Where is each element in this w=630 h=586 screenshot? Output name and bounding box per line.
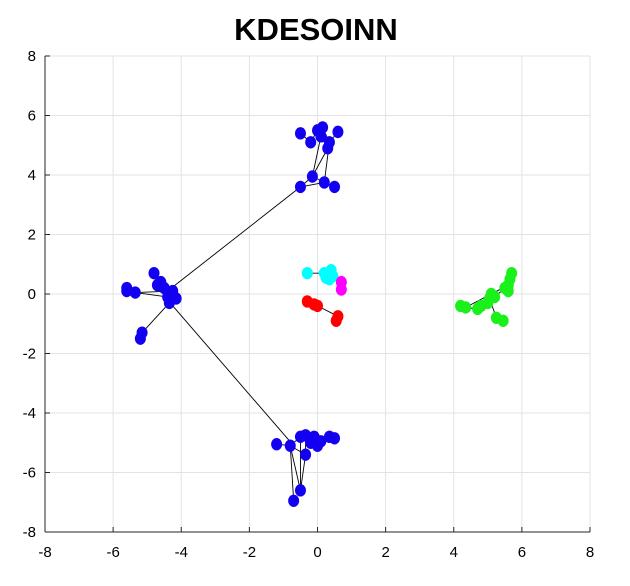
y-tick-label: -2 <box>23 346 36 363</box>
data-point-green <box>489 290 501 304</box>
data-point-blue <box>315 435 327 448</box>
data-point-blue <box>306 170 318 183</box>
x-tick-label: 8 <box>586 544 594 561</box>
data-point-blue <box>329 432 341 445</box>
data-point-blue <box>332 125 344 139</box>
y-tick-label: 2 <box>28 227 36 244</box>
cluster-edge-blue <box>289 445 295 501</box>
cluster-edge-blue <box>311 136 322 177</box>
data-point-green <box>502 284 514 298</box>
y-tick-label: 8 <box>28 48 36 65</box>
data-point-blue <box>284 439 296 452</box>
x-tick-label: 0 <box>313 544 321 561</box>
data-point-red <box>330 314 342 327</box>
cluster-edge-blue <box>141 302 170 333</box>
data-point-blue <box>121 284 133 298</box>
inter-cluster-edge <box>167 186 301 292</box>
data-point-red <box>312 299 323 313</box>
data-points <box>121 121 518 507</box>
chart-title: KDESOINN <box>234 12 398 47</box>
data-point-blue <box>329 180 341 194</box>
inter-cluster-edge <box>167 299 294 447</box>
y-tick-label: -8 <box>23 524 36 541</box>
data-point-blue <box>294 484 306 497</box>
y-tick-label: 6 <box>28 108 36 125</box>
data-point-blue <box>305 136 317 149</box>
data-point-cyan <box>301 266 313 280</box>
y-tick-label: 4 <box>28 167 36 184</box>
x-tick-label: 6 <box>518 544 526 561</box>
data-point-magenta <box>335 283 347 296</box>
data-point-blue <box>300 448 312 461</box>
data-point-blue <box>134 332 146 345</box>
x-tick-label: 4 <box>450 544 458 561</box>
data-point-cyan <box>327 269 339 283</box>
data-point-blue <box>294 180 306 194</box>
tick-labels: -8 -6 -4 -2 0 2 4 6 8 -8 -6 -4 -2 0 2 4 6 8 <box>23 48 595 561</box>
axes <box>44 55 591 533</box>
x-tick-label: -4 <box>175 544 188 561</box>
data-point-blue <box>318 176 330 189</box>
data-point-green <box>460 301 472 314</box>
cluster-edge-blue <box>289 445 301 491</box>
data-point-green <box>497 314 509 327</box>
data-point-blue <box>170 292 182 305</box>
data-point-blue <box>317 121 329 134</box>
data-point-blue <box>323 136 335 149</box>
data-point-blue <box>288 494 300 507</box>
data-point-blue <box>294 127 306 140</box>
x-tick-label: -2 <box>243 544 256 561</box>
data-point-blue <box>129 286 141 299</box>
data-point-green <box>506 266 518 280</box>
y-tick-label: -4 <box>23 405 36 422</box>
y-tick-label: 0 <box>28 286 36 303</box>
data-point-blue <box>148 266 160 280</box>
x-tick-label: 2 <box>381 544 389 561</box>
y-tick-label: -6 <box>23 465 36 482</box>
data-point-blue <box>271 438 283 451</box>
x-tick-label: -8 <box>38 544 51 561</box>
x-tick-label: -6 <box>106 544 119 561</box>
